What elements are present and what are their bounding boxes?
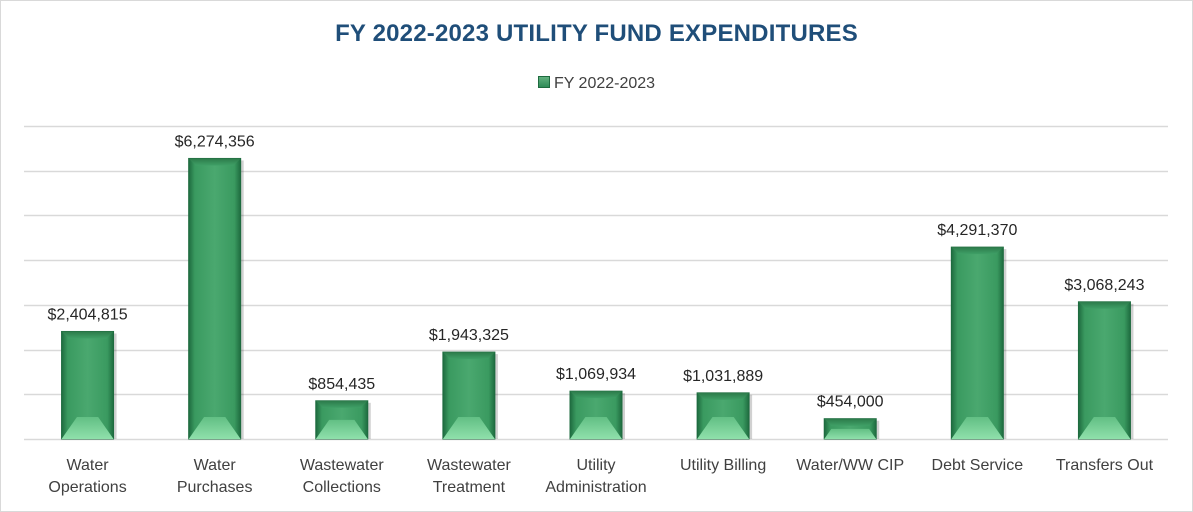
data-label: $6,274,356: [175, 133, 255, 150]
bar-body: [950, 246, 1004, 440]
bar-bevel-top: [570, 391, 622, 399]
bar-bevel-bottom: [61, 417, 114, 439]
bar: [950, 246, 1007, 440]
data-label: $3,068,243: [1064, 277, 1144, 294]
data-label: $1,069,934: [556, 366, 636, 383]
bar-bevel-bottom: [697, 417, 750, 439]
bar-bevel-bottom: [315, 419, 368, 439]
category-label: Transfers Out: [1056, 457, 1154, 474]
bar: [315, 400, 371, 440]
category-label: Collections: [303, 479, 381, 496]
bar-bevel-top: [188, 158, 241, 166]
category-label: Operations: [48, 479, 126, 496]
bar-bevel-top: [61, 331, 114, 339]
bar-bevel-top: [951, 247, 1004, 255]
bar: [61, 330, 117, 440]
bar-bevel-top: [1078, 301, 1131, 309]
category-label: Utility Billing: [680, 457, 766, 474]
bar-bevel-bottom: [951, 417, 1004, 439]
bar-bevel-bottom: [570, 417, 622, 439]
category-label: Debt Service: [932, 457, 1024, 474]
bar: [1077, 301, 1134, 440]
data-label: $454,000: [817, 394, 884, 411]
bar-bevel-top: [697, 392, 750, 400]
category-label: Treatment: [433, 479, 506, 496]
legend-swatch: [537, 76, 550, 88]
bar: [569, 390, 625, 440]
category-label: Wastewater: [427, 457, 512, 474]
data-label: $854,435: [308, 376, 375, 393]
bar-body: [188, 157, 242, 440]
bar: [188, 157, 244, 440]
category-label: Water: [67, 457, 110, 474]
bar-bevel-bottom: [442, 417, 495, 439]
data-label: $4,291,370: [937, 222, 1017, 239]
bar: [823, 418, 880, 440]
bar-body: [1077, 301, 1131, 440]
category-label: Administration: [545, 479, 646, 496]
bar-bevel-bottom: [188, 417, 241, 439]
bar-bevel-top: [442, 352, 495, 360]
category-label: Wastewater: [300, 457, 385, 474]
data-label: $1,943,325: [429, 327, 509, 344]
data-label: $2,404,815: [48, 306, 128, 323]
bar: [442, 351, 498, 440]
bar-bevel-top: [824, 418, 877, 426]
chart-title: FY 2022-2023 UTILITY FUND EXPENDITURES: [335, 20, 858, 47]
bar-bevel-bottom: [1078, 417, 1131, 439]
category-label: Purchases: [177, 479, 253, 496]
bar-bevel-top: [315, 400, 368, 408]
data-label: $1,031,889: [683, 368, 763, 385]
category-label: Water/WW CIP: [796, 457, 904, 474]
bar-bevel-bottom: [824, 428, 877, 439]
bar: [696, 392, 753, 440]
chart-legend: FY 2022-2023: [0, 75, 1193, 93]
legend-label: FY 2022-2023: [553, 75, 656, 92]
category-label: Water: [194, 457, 237, 474]
category-label: Utility: [576, 457, 615, 474]
